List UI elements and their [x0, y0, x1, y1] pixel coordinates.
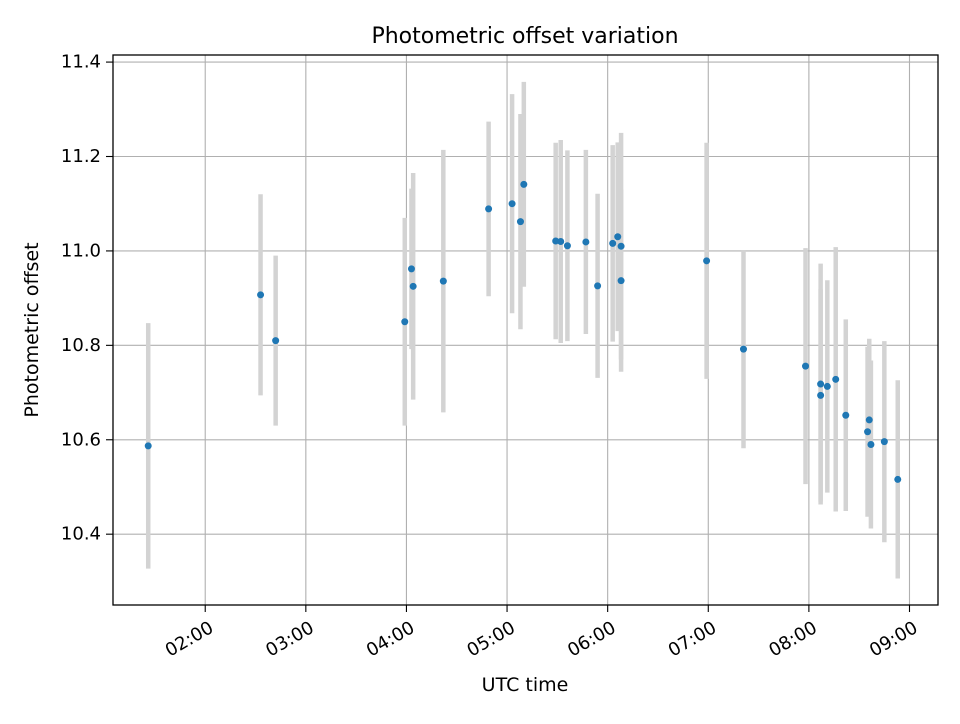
data-point	[739, 345, 747, 353]
data-point	[614, 233, 622, 241]
x-tick-label: 02:00	[162, 617, 217, 661]
x-tick-label: 05:00	[464, 617, 519, 661]
data-point	[582, 238, 590, 246]
x-tick-label: 08:00	[765, 617, 820, 661]
data-point	[594, 282, 602, 290]
data-point	[817, 391, 825, 399]
data-point	[802, 362, 810, 370]
data-point	[557, 237, 565, 245]
data-point	[832, 375, 840, 383]
x-axis-ticks: 02:00 03:00 04:00 05:00 06:00 07:00 08:00 09:00	[162, 605, 921, 661]
data-point	[617, 242, 625, 250]
y-tick-label: 10.8	[61, 335, 101, 356]
data-point	[817, 380, 825, 388]
data-point	[894, 475, 902, 483]
y-axis-label: Photometric offset	[21, 242, 43, 417]
y-tick-label: 10.4	[61, 524, 101, 545]
y-tick-label: 11.0	[61, 240, 101, 261]
data-point	[407, 265, 415, 273]
data-point	[508, 200, 516, 208]
x-tick-label: 06:00	[564, 617, 619, 661]
data-points	[144, 180, 902, 483]
data-point	[823, 382, 831, 390]
data-point	[552, 237, 560, 245]
data-point	[864, 428, 872, 436]
data-point	[409, 282, 417, 290]
data-point	[867, 440, 875, 448]
x-tick-label: 07:00	[665, 617, 720, 661]
data-point	[842, 411, 850, 419]
y-tick-label: 11.4	[61, 52, 101, 73]
y-tick-label: 10.6	[61, 429, 101, 450]
data-point	[144, 442, 152, 450]
data-point	[439, 277, 447, 285]
y-axis-ticks: 10.4 10.6 10.8 11.0 11.2 11.4	[61, 52, 113, 545]
data-point	[272, 337, 280, 345]
data-point	[401, 318, 409, 326]
data-point	[563, 242, 571, 250]
data-point	[880, 438, 888, 446]
plot-frame	[112, 54, 939, 606]
chart-title: Photometric offset variation	[371, 24, 678, 49]
x-tick-label: 04:00	[363, 617, 418, 661]
data-point	[257, 291, 265, 299]
x-tick-label: 09:00	[866, 617, 921, 661]
data-point	[617, 277, 625, 285]
x-tick-label: 03:00	[262, 617, 317, 661]
data-point	[865, 416, 873, 424]
data-point	[609, 239, 617, 247]
data-point	[703, 257, 711, 265]
data-point	[516, 218, 524, 226]
x-axis-label: UTC time	[482, 674, 569, 696]
y-tick-label: 11.2	[61, 146, 101, 167]
data-point	[485, 205, 493, 213]
data-point	[520, 180, 528, 188]
